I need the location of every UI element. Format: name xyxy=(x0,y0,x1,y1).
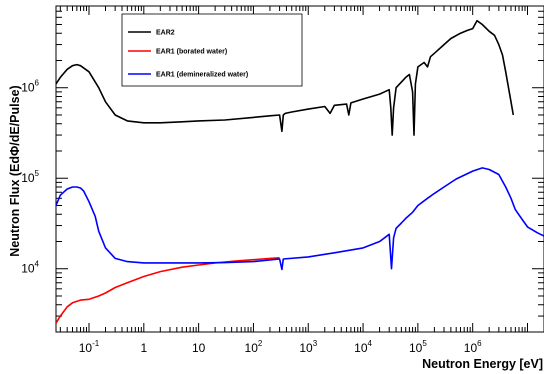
x-tick-label-exponent: 4 xyxy=(368,339,373,348)
x-tick-label-base: 10 xyxy=(409,341,423,355)
y-tick-label-base: 10 xyxy=(21,262,35,276)
x-tick-label: 1 xyxy=(140,341,147,355)
x-tick-label: 103 xyxy=(299,339,317,355)
x-tick-label-exponent: 6 xyxy=(477,339,482,348)
x-tick-label: 10 xyxy=(192,341,206,355)
y-tick-label: 106 xyxy=(21,79,39,95)
x-tick-label: 102 xyxy=(245,339,263,355)
x-tick-label-base: 10 xyxy=(299,341,313,355)
y-tick-label-exponent: 5 xyxy=(35,169,40,178)
axis-ticks xyxy=(56,5,544,333)
y-tick-label: 104 xyxy=(21,260,39,276)
y-tick-label-exponent: 6 xyxy=(35,79,40,88)
y-tick-label-exponent: 4 xyxy=(35,260,40,269)
series-layer xyxy=(56,19,544,324)
y-tick-label-base: 10 xyxy=(21,81,35,95)
x-tick-label: 104 xyxy=(354,339,372,355)
legend-label-ear1-borated: EAR1 (borated water) xyxy=(156,49,227,56)
series-line-1 xyxy=(56,257,280,324)
x-tick-label-base: 10 xyxy=(245,341,259,355)
x-tick-label: 105 xyxy=(409,339,427,355)
x-tick-label-exponent: 2 xyxy=(258,339,263,348)
legend-label-ear2: EAR2 xyxy=(156,30,175,37)
series-line-2 xyxy=(56,167,544,271)
x-tick-label: 10-1 xyxy=(79,339,100,355)
y-axis-label: Neutron Flux (EdΦ/dE/Pulse) xyxy=(8,85,22,256)
x-tick-label-base: 10 xyxy=(79,341,93,355)
legend: EAR2 EAR1 (borated water) EAR1 (deminera… xyxy=(121,13,303,87)
series-line-0 xyxy=(56,19,515,136)
x-axis-label: Neutron Energy [eV] xyxy=(422,357,543,371)
x-tick-labels: 10-1 1 10 102 103 104 105 106 xyxy=(79,339,482,355)
legend-box xyxy=(121,13,303,87)
x-tick-label: 106 xyxy=(464,339,482,355)
x-tick-label-exponent: -1 xyxy=(92,339,100,348)
y-tick-label: 105 xyxy=(21,169,39,185)
legend-label-ear1-demineralized: EAR1 (demineralized water) xyxy=(156,72,248,79)
x-tick-label-base: 10 xyxy=(464,341,478,355)
x-tick-label-base: 10 xyxy=(354,341,368,355)
y-tick-label-base: 10 xyxy=(21,171,35,185)
x-tick-label-exponent: 3 xyxy=(313,339,318,348)
x-tick-label-exponent: 5 xyxy=(422,339,427,348)
